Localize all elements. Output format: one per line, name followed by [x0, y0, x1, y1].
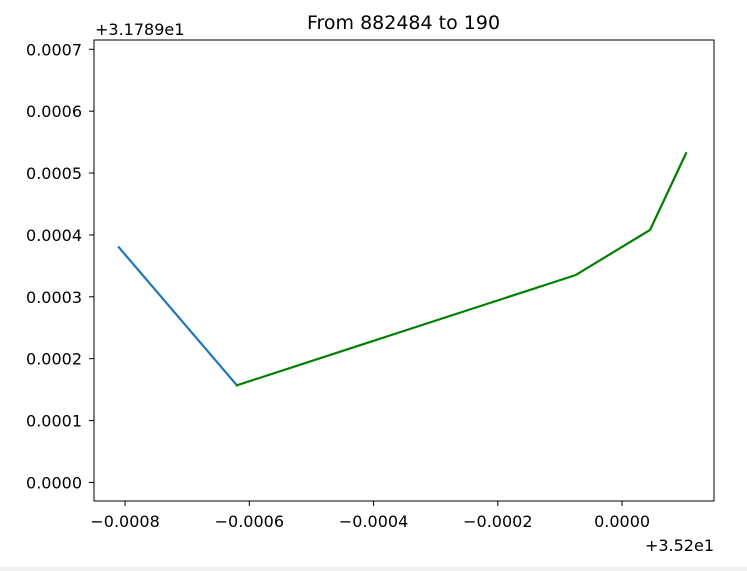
- x-tick-label: −0.0004: [339, 512, 408, 531]
- tick-layer: −0.0008 −0.0006 −0.0004 −0.0002 0.0000 0.0000…: [26, 40, 650, 531]
- y-tick-label: 0.0005: [26, 164, 82, 183]
- y-tick-label: 0.0000: [26, 473, 82, 492]
- chart-title: From 882484 to 190: [307, 12, 500, 34]
- series-line-1: [117, 245, 239, 387]
- x-offset-label: +3.52e1: [645, 536, 714, 555]
- y-tick-label: 0.0006: [26, 102, 82, 121]
- y-tick-label: 0.0007: [26, 40, 82, 59]
- x-tick-label: −0.0006: [215, 512, 284, 531]
- series-layer: [117, 151, 688, 387]
- bottom-strip: [0, 567, 747, 571]
- plot-frame: [93, 39, 715, 502]
- y-tick-label: 0.0004: [26, 226, 82, 245]
- x-tick-label: −0.0008: [90, 512, 159, 531]
- x-tick-label: 0.0000: [594, 512, 650, 531]
- y-tick-label: 0.0001: [26, 412, 82, 431]
- series-line-2: [235, 151, 688, 387]
- x-tick-label: −0.0002: [463, 512, 532, 531]
- y-tick-label: 0.0002: [26, 350, 82, 369]
- y-tick-label: 0.0003: [26, 288, 82, 307]
- y-offset-label: +3.1789e1: [95, 20, 184, 39]
